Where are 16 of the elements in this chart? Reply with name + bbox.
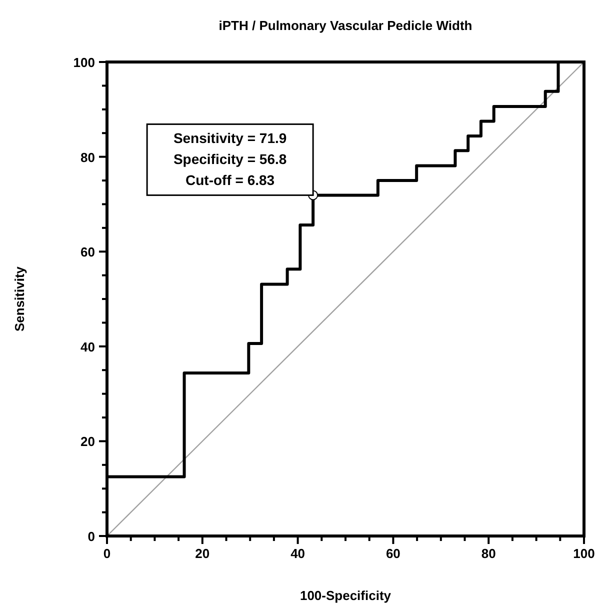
y-axis-title: Sensitivity [12, 266, 27, 332]
y-tick-label: 40 [80, 339, 95, 354]
x-tick-label: 60 [386, 546, 400, 561]
x-tick-label: 40 [290, 546, 306, 561]
x-tick-label: 0 [103, 546, 111, 561]
y-tick-label: 20 [80, 434, 95, 450]
annotation: Sensitivity = 71.9 Specificity = 56.8 Cut-off = 6.83 [173, 130, 287, 188]
y-tick-label: 80 [80, 150, 95, 165]
x-axis-title: 100-Specificity [300, 588, 392, 603]
y-tick-label: 60 [80, 244, 95, 260]
x-tick-label: 20 [195, 546, 210, 561]
y-tick-label: 100 [73, 55, 95, 70]
chart-title: iPTH / Pulmonary Vascular Pedicle Width [218, 18, 472, 33]
x-tick-label: 80 [481, 546, 496, 561]
x-tick-label: 100 [573, 546, 595, 561]
y-tick-label: 0 [88, 529, 95, 544]
